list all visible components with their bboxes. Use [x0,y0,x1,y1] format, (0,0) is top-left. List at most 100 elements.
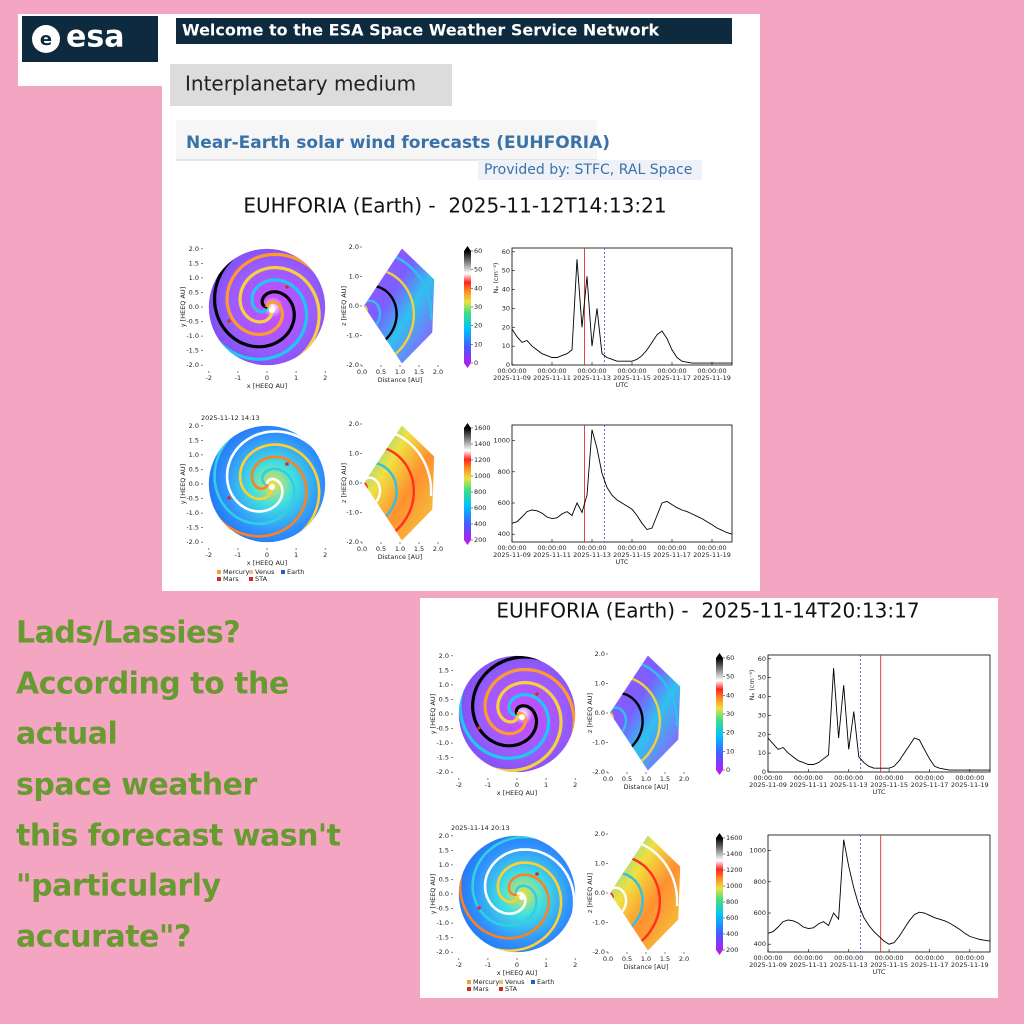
y-axis-label: Nₚ (cm⁻³) [492,263,500,294]
colorbar-cap [464,423,471,428]
y-tick-label: -1.5 [436,934,449,942]
colorbar-tick-label: 50 [726,673,734,681]
colorbar [716,838,723,950]
y-tick-label: 1.0 [189,451,199,459]
x-tick-label: 2025-11-19 [951,961,989,969]
y-tick-label: 1.5 [189,436,199,444]
colorbar-cap [464,363,471,368]
legend-swatch [467,987,471,991]
colorbar-cap [464,540,471,545]
x-tick-time: 00:00:00 [697,544,726,552]
caption-line: Lads/Lassies? [16,616,240,651]
x-tick-label: -1 [235,374,241,382]
x-axis-label: Distance [AU] [624,783,669,791]
x-tick-label: 2025-11-13 [830,961,868,969]
colorbar-tick-label: 1600 [726,834,743,842]
map-structure [483,848,576,953]
x-tick-label: -2 [206,551,212,559]
colorbar-tick-label: 10 [726,747,734,755]
y-tick-label: 0.5 [439,695,449,703]
caption-line: actual [16,717,117,752]
y-tick-label: -0.5 [436,725,449,733]
colorbar [464,428,471,540]
colorbar-cap [464,246,471,251]
map-structure [363,267,415,364]
y-tick-label: 1.0 [349,273,359,281]
map-structure [458,835,550,940]
plot-frame [767,654,991,773]
y-tick-label: 0.0 [189,480,199,488]
x-tick-time: 00:00:00 [537,367,566,375]
section-title: Interplanetary medium [185,72,416,96]
y-tick-label: -2.0 [436,768,449,776]
x-tick-label: -2 [456,781,462,789]
x-tick-label: 0.5 [622,775,632,783]
planet-marker [227,496,231,500]
planet-marker [285,285,289,289]
colorbar-tick-label: 50 [474,266,482,274]
x-axis-label: x [HEEQ AU] [247,382,287,390]
y-tick-label: 2.0 [189,245,199,253]
y-tick-label: 2.0 [349,420,359,428]
colorbar-tick-label: 400 [726,930,738,938]
y-tick-label: 0.0 [349,302,359,310]
y-tick-label: 1.5 [189,259,199,267]
subsection-box[interactable] [176,120,597,160]
x-tick-label: 1 [294,551,298,559]
y-tick-label: 0.0 [439,890,449,898]
x-tick-label: 0 [265,374,269,382]
y-tick-label: 1000 [749,847,766,855]
y-tick-label: -1.5 [186,347,199,355]
x-tick-time: 00:00:00 [657,367,686,375]
y-tick-label: 1.0 [595,680,605,688]
legend-label: STA [255,575,268,583]
earth-marker [519,714,525,720]
y-axis-label: z [HEEQ AU] [586,873,594,913]
y-tick-label: 2.0 [439,832,449,840]
planet-marker [477,726,481,730]
y-axis-label: z [HEEQ AU] [340,463,348,503]
y-tick-label: -2.0 [346,361,359,369]
y-axis-label: y [HEEQ AU] [429,694,437,734]
map-structure [471,835,576,928]
x-tick-label: 1 [294,374,298,382]
colorbar-tick-label: 1000 [726,882,743,890]
plot-frame [511,424,733,543]
y-tick-label: -1.0 [436,739,449,747]
colorbar-tick-label: 600 [726,914,738,922]
subsection-title: Near-Earth solar wind forecasts (EUHFORI… [186,133,610,153]
y-axis-label: Nₚ (cm⁻³) [748,670,756,701]
x-tick-label: 0 [265,551,269,559]
colorbar-tick-label: 60 [474,247,482,255]
legend-swatch [249,577,253,581]
x-tick-label: 0.5 [622,955,632,963]
legend-swatch [499,980,503,984]
y-tick-label: -2.0 [346,538,359,546]
colorbar-cap [716,833,723,838]
x-tick-time: 00:00:00 [617,544,646,552]
legend-swatch [217,570,221,574]
x-tick-time: 00:00:00 [657,544,686,552]
y-tick-label: 0 [506,361,510,369]
map-structure [458,655,551,760]
map-time: 2025-11-14 20:13 [451,824,510,832]
y-tick-label: 40 [502,286,510,294]
y-tick-label: -0.5 [186,495,199,503]
x-axis-label: UTC [616,558,629,566]
provider-box [478,160,702,180]
x-tick-label: -1 [485,781,491,789]
y-tick-label: -0.5 [186,318,199,326]
x-tick-label: -1 [235,551,241,559]
x-tick-label: 0.5 [376,368,386,376]
x-tick-label: 2025-11-15 [613,551,651,559]
y-tick-label: 40 [758,693,766,701]
colorbar-tick-label: 400 [474,520,486,528]
x-tick-label: 1.0 [395,545,405,553]
logo-icon [32,25,60,53]
section-box[interactable] [170,64,452,106]
x-axis-label: UTC [616,381,629,389]
x-tick-label: 2025-11-15 [870,781,908,789]
y-axis-label: y [HEEQ AU] [179,464,187,504]
legend-label: Venus [505,978,525,986]
y-tick-label: -1.0 [436,919,449,927]
